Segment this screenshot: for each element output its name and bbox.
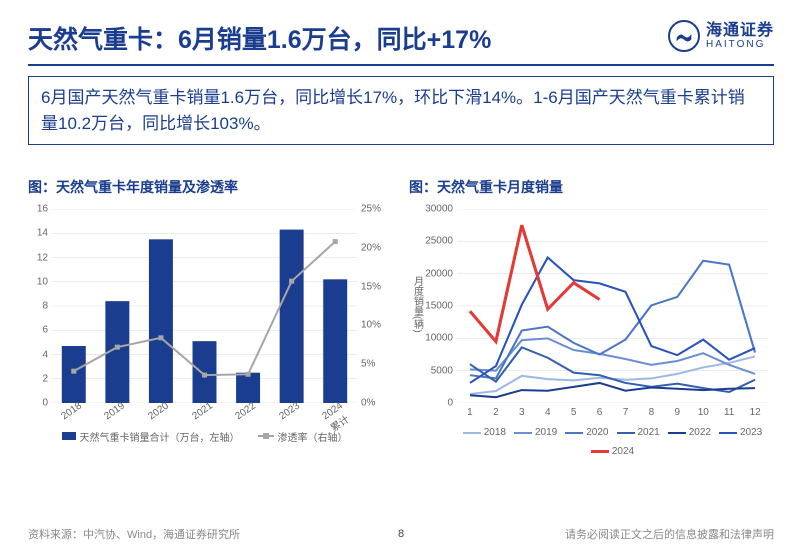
legend-line-icon [591, 450, 609, 453]
xaxis-tick: 5 [561, 407, 587, 421]
legend-line-icon [668, 432, 686, 434]
yaxis-tick: 0 [409, 398, 453, 409]
legend-item: 2024 [591, 446, 634, 457]
legend-line-icon [565, 432, 583, 434]
legend-line-icon [258, 435, 274, 437]
yaxis-tick: 25000 [409, 236, 453, 247]
charts-row: 图：天然气重卡年度销量及渗透率 0246810121416 0%5%10%15%… [0, 153, 802, 445]
yaxis-right-tick: 15% [361, 281, 393, 292]
legend-item: 2019 [514, 427, 557, 438]
legend-line-icon [514, 432, 532, 434]
yaxis-left-tick: 12 [28, 252, 48, 263]
legend-bars-label: 天然气重卡销量合计（万台，左轴） [80, 429, 240, 444]
line-chart-legend: 2018201920202021202220232024 [457, 427, 768, 445]
bar-line-chart: 0 2 4 6 8 10 12 14 16 0% 5% 10% 15% 20% 25% 2018 2019 2… [28, 205, 393, 445]
xaxis-tick: 8 [638, 407, 664, 421]
multi-line-chart: 月度销量(辆) 050001000015000200002500030000 1… [409, 205, 774, 445]
yaxis-left-tick: 8 [28, 301, 48, 312]
page-title: 天然气重卡：6月销量1.6万台，同比+17% [28, 20, 491, 56]
monthly-sales-chart: 图：天然气重卡月度销量 月度销量(辆) 05000100001500020000… [409, 177, 774, 445]
xaxis-tick: 2 [483, 407, 509, 421]
legend-label: 2019 [535, 427, 557, 438]
footer: 资料来源：中汽协、Wind，海通证券研究所 8 请务必阅读正文之后的信息披露和法… [28, 526, 774, 542]
yaxis-left-tick: 6 [28, 325, 48, 336]
yaxis-right-tick: 5% [361, 359, 393, 370]
yaxis-right-tick: 25% [361, 204, 393, 215]
xaxis-label: 2019 [103, 400, 128, 422]
xaxis-tick: 4 [535, 407, 561, 421]
xaxis-label: 2023 [277, 400, 302, 422]
legend-label: 2023 [740, 427, 762, 438]
header: 天然气重卡：6月销量1.6万台，同比+17% 海通证券 HAITONG [0, 0, 802, 64]
logo: 海通证券 HAITONG [668, 20, 774, 52]
legend-item-line: 渗透率（右轴） [258, 427, 348, 445]
haitong-logo-icon [668, 20, 700, 52]
legend-line-icon [463, 432, 481, 434]
xaxis-label: 2020 [146, 400, 171, 422]
legend-item: 2023 [719, 427, 762, 438]
yaxis-left-tick: 2 [28, 373, 48, 384]
monthly-chart-title: 图：天然气重卡月度销量 [409, 177, 774, 197]
xaxis-label: 2021 [190, 400, 215, 422]
yaxis-tick: 15000 [409, 301, 453, 312]
annual-sales-chart: 图：天然气重卡年度销量及渗透率 0 2 4 6 8 10 12 14 16 0% 5% 10% 15%… [28, 177, 393, 445]
legend-item-bars: 天然气重卡销量合计（万台，左轴） [62, 427, 240, 445]
yaxis-right-tick: 20% [361, 242, 393, 253]
yaxis-left-tick: 14 [28, 228, 48, 239]
yaxis-tick: 5000 [409, 365, 453, 376]
xaxis-tick: 12 [742, 407, 768, 421]
legend-line-icon [719, 432, 737, 434]
yaxis-left-tick: 16 [28, 204, 48, 215]
xaxis-tick: 7 [613, 407, 639, 421]
legend-item: 2018 [463, 427, 506, 438]
logo-en: HAITONG [706, 39, 774, 50]
footer-source: 资料来源：中汽协、Wind，海通证券研究所 [28, 526, 240, 542]
logo-cn: 海通证券 [706, 22, 774, 40]
legend-swatch-icon [62, 432, 76, 440]
legend-label: 2024 [612, 446, 634, 457]
legend-item: 2020 [565, 427, 608, 438]
footer-disclaimer: 请务必阅读正文之后的信息披露和法律声明 [565, 526, 774, 542]
yaxis-right-tick: 10% [361, 320, 393, 331]
legend-line-label: 渗透率（右轴） [278, 429, 348, 444]
yaxis-left-tick: 10 [28, 276, 48, 287]
legend-label: 2020 [586, 427, 608, 438]
yaxis-right-tick: 0% [361, 398, 393, 409]
legend-label: 2022 [689, 427, 711, 438]
yaxis-tick: 30000 [409, 204, 453, 215]
callout-text: 6月国产天然气重卡销量1.6万台，同比增长17%，环比下滑14%。1-6月国产天… [28, 76, 774, 145]
legend-label: 2021 [638, 427, 660, 438]
yaxis-tick: 20000 [409, 268, 453, 279]
legend-label: 2018 [484, 427, 506, 438]
xaxis-tick: 1 [457, 407, 483, 421]
yaxis-left-tick: 0 [28, 398, 48, 409]
xaxis-tick: 9 [664, 407, 690, 421]
legend-line-icon [617, 432, 635, 434]
logo-text: 海通证券 HAITONG [706, 22, 774, 51]
xaxis-tick: 3 [509, 407, 535, 421]
xaxis-tick: 10 [690, 407, 716, 421]
xaxis-label: 2018 [59, 400, 84, 422]
xaxis-tick: 6 [587, 407, 613, 421]
legend-item: 2021 [617, 427, 660, 438]
page-number: 8 [398, 528, 404, 540]
bar-chart-legend: 天然气重卡销量合计（万台，左轴） 渗透率（右轴） [52, 427, 357, 445]
xaxis-tick: 11 [716, 407, 742, 421]
yaxis-tick: 10000 [409, 333, 453, 344]
legend-item: 2022 [668, 427, 711, 438]
annual-chart-title: 图：天然气重卡年度销量及渗透率 [28, 177, 393, 197]
header-divider [28, 64, 774, 66]
xaxis-label: 2022 [233, 400, 258, 422]
yaxis-left-tick: 4 [28, 349, 48, 360]
